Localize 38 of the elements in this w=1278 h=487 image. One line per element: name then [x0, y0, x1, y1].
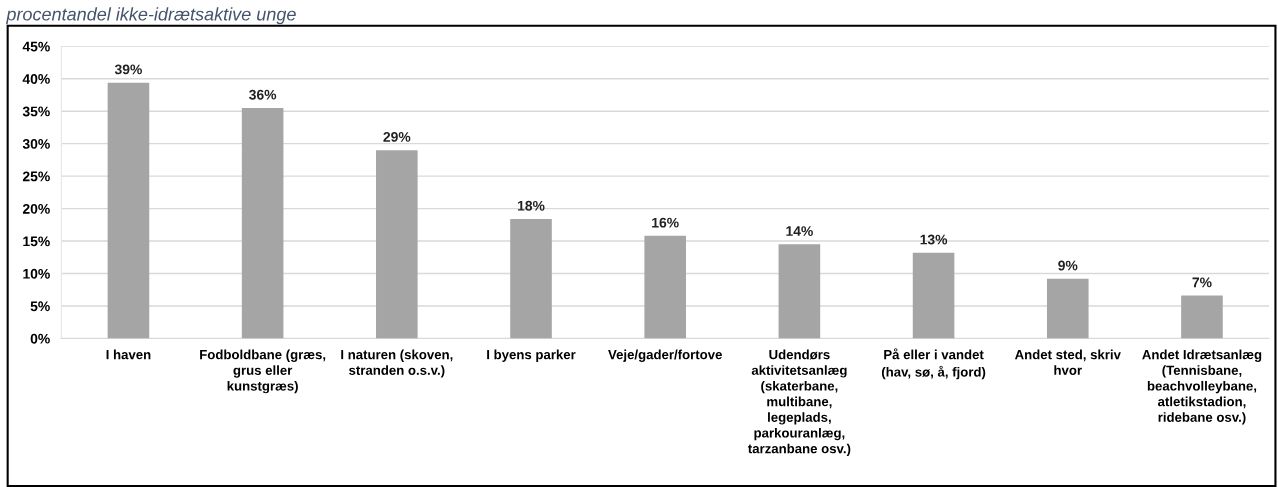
bar [241, 107, 284, 339]
x-tick-label: Fodboldbane (græs, grus eller kunstgræs) [200, 349, 326, 394]
bar [1181, 295, 1223, 339]
data-label: 9% [1058, 260, 1078, 271]
bar [912, 252, 955, 339]
y-tick-label: 5% [30, 301, 50, 312]
bar [376, 150, 418, 339]
data-label: 29% [383, 132, 411, 142]
x-tick-label: På eller i vandet (hav, sø, å, fjord) [881, 348, 986, 380]
x-tick-label: Udendørs aktivitetsanlæg (skaterbane, multibane, legeplads, parkouranlæg, tarzanbane osv.) [747, 349, 851, 456]
x-tick-label: I haven [106, 349, 151, 360]
bar [107, 82, 150, 339]
data-label: 36% [249, 89, 277, 100]
chart-title: procentandel ikke-idrætsaktive unge [5, 7, 296, 25]
bar [778, 244, 821, 339]
y-tick-label: 40% [22, 74, 50, 84]
x-tick-label: Andet Idrætsanlæg (Tennisbane, beachvolleybane, atletikstadion, ridebane osv.) [1142, 349, 1262, 425]
y-tick-label: 25% [22, 171, 50, 182]
x-tick-label: I byens parker [487, 349, 576, 362]
data-label: 14% [786, 226, 813, 236]
y-tick-label: 20% [22, 203, 50, 214]
data-label: 13% [920, 234, 948, 245]
y-tick-label: 10% [23, 268, 50, 279]
y-tick-label: 35% [22, 106, 50, 117]
data-label: 39% [114, 64, 142, 75]
bar [644, 235, 686, 339]
bar [1046, 278, 1089, 339]
bar [510, 218, 552, 339]
y-tick-label: 0% [30, 333, 50, 344]
x-tick-label: Andet sted, skriv hvor [1014, 349, 1121, 375]
data-label: 7% [1192, 277, 1212, 288]
data-label: 16% [652, 217, 679, 228]
y-tick-label: 30% [22, 139, 50, 149]
data-label: 18% [517, 200, 545, 211]
x-tick-label: Veje/gader/fortove [608, 349, 722, 362]
y-tick-label: 15% [23, 236, 50, 247]
x-tick-label: I naturen (skoven, stranden o.s.v.) [341, 349, 453, 378]
y-tick-label: 45% [22, 41, 50, 52]
